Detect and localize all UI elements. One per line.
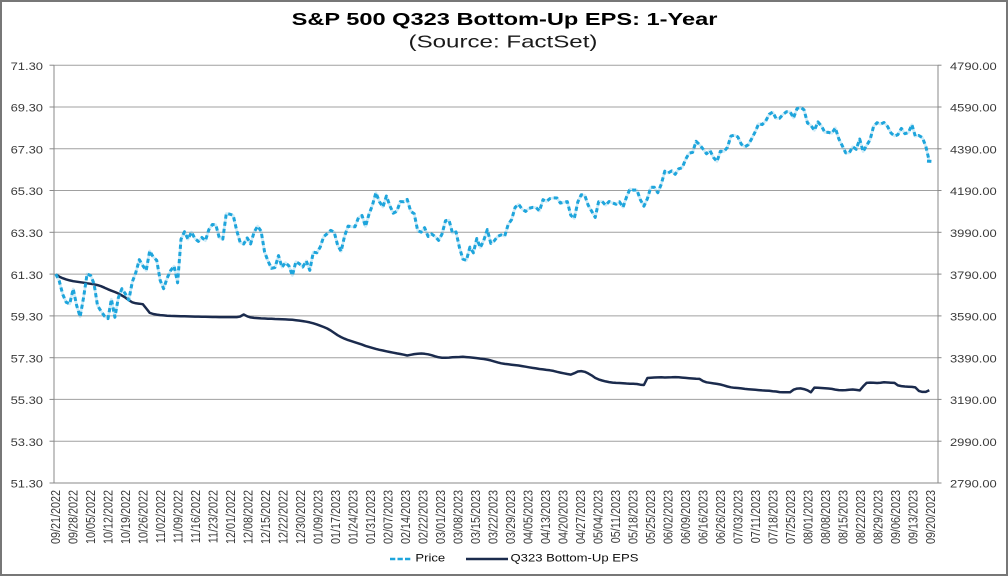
svg-text:06/16/2023: 06/16/2023 bbox=[695, 490, 710, 544]
svg-text:07/25/2023: 07/25/2023 bbox=[783, 490, 798, 544]
svg-text:11/23/2022: 11/23/2022 bbox=[205, 490, 220, 543]
svg-text:59.30: 59.30 bbox=[11, 311, 44, 324]
svg-text:S&P 500 Q323 Bottom-Up EPS: 1-: S&P 500 Q323 Bottom-Up EPS: 1-Year bbox=[292, 10, 718, 29]
svg-text:04/27/2023: 04/27/2023 bbox=[573, 490, 588, 544]
svg-text:04/13/2023: 04/13/2023 bbox=[538, 490, 553, 544]
svg-text:02/07/2023: 02/07/2023 bbox=[380, 490, 395, 544]
svg-text:05/04/2023: 05/04/2023 bbox=[590, 490, 605, 544]
svg-text:04/20/2023: 04/20/2023 bbox=[555, 490, 570, 544]
svg-text:4790.00: 4790.00 bbox=[950, 60, 997, 73]
svg-text:65.30: 65.30 bbox=[11, 185, 44, 198]
svg-text:01/31/2023: 01/31/2023 bbox=[363, 490, 378, 544]
svg-text:03/15/2023: 03/15/2023 bbox=[468, 490, 483, 544]
svg-text:55.30: 55.30 bbox=[11, 394, 44, 407]
svg-text:07/03/2023: 07/03/2023 bbox=[730, 490, 745, 544]
svg-text:71.30: 71.30 bbox=[11, 60, 44, 73]
svg-text:3390.00: 3390.00 bbox=[950, 352, 997, 365]
svg-text:67.30: 67.30 bbox=[11, 144, 44, 157]
svg-text:05/11/2023: 05/11/2023 bbox=[608, 490, 623, 543]
svg-text:12/01/2022: 12/01/2022 bbox=[223, 490, 238, 544]
svg-text:12/15/2022: 12/15/2022 bbox=[258, 490, 273, 544]
svg-text:04/05/2023: 04/05/2023 bbox=[520, 490, 535, 544]
svg-text:10/12/2022: 10/12/2022 bbox=[100, 490, 115, 544]
svg-text:3590.00: 3590.00 bbox=[950, 311, 997, 324]
svg-text:09/20/2023: 09/20/2023 bbox=[923, 490, 938, 544]
svg-text:06/09/2023: 06/09/2023 bbox=[678, 490, 693, 544]
svg-text:09/06/2023: 09/06/2023 bbox=[888, 490, 903, 544]
svg-text:4390.00: 4390.00 bbox=[950, 144, 997, 157]
svg-text:05/18/2023: 05/18/2023 bbox=[625, 490, 640, 544]
svg-text:12/30/2022: 12/30/2022 bbox=[293, 490, 308, 544]
svg-text:01/17/2023: 01/17/2023 bbox=[328, 490, 343, 544]
svg-text:4190.00: 4190.00 bbox=[950, 185, 997, 198]
svg-text:03/22/2023: 03/22/2023 bbox=[485, 490, 500, 544]
svg-text:08/01/2023: 08/01/2023 bbox=[800, 490, 815, 544]
svg-text:02/22/2023: 02/22/2023 bbox=[415, 490, 430, 544]
svg-text:03/01/2023: 03/01/2023 bbox=[433, 490, 448, 544]
svg-text:12/22/2022: 12/22/2022 bbox=[275, 490, 290, 544]
svg-text:02/14/2023: 02/14/2023 bbox=[398, 490, 413, 544]
svg-text:53.30: 53.30 bbox=[11, 436, 44, 449]
svg-text:07/11/2023: 07/11/2023 bbox=[748, 490, 763, 543]
svg-text:03/29/2023: 03/29/2023 bbox=[503, 490, 518, 544]
svg-text:10/05/2022: 10/05/2022 bbox=[83, 490, 98, 544]
svg-text:2990.00: 2990.00 bbox=[950, 436, 997, 449]
svg-text:3990.00: 3990.00 bbox=[950, 227, 997, 240]
svg-text:06/02/2023: 06/02/2023 bbox=[660, 490, 675, 544]
svg-text:08/22/2023: 08/22/2023 bbox=[853, 490, 868, 544]
svg-text:06/26/2023: 06/26/2023 bbox=[713, 490, 728, 544]
svg-text:09/28/2022: 09/28/2022 bbox=[65, 490, 80, 544]
svg-text:(Source: FactSet): (Source: FactSet) bbox=[409, 31, 598, 51]
svg-text:51.30: 51.30 bbox=[11, 478, 44, 491]
svg-text:57.30: 57.30 bbox=[11, 352, 44, 365]
svg-text:61.30: 61.30 bbox=[11, 269, 44, 282]
svg-text:63.30: 63.30 bbox=[11, 227, 44, 240]
svg-text:3790.00: 3790.00 bbox=[950, 269, 997, 282]
svg-text:2790.00: 2790.00 bbox=[950, 478, 997, 491]
svg-text:01/24/2023: 01/24/2023 bbox=[345, 490, 360, 544]
svg-text:08/29/2023: 08/29/2023 bbox=[870, 490, 885, 544]
svg-text:05/25/2023: 05/25/2023 bbox=[643, 490, 658, 544]
svg-text:11/16/2022: 11/16/2022 bbox=[188, 490, 203, 543]
svg-text:3190.00: 3190.00 bbox=[950, 394, 997, 407]
svg-text:10/19/2022: 10/19/2022 bbox=[118, 490, 133, 544]
svg-text:01/09/2023: 01/09/2023 bbox=[310, 490, 325, 544]
svg-text:Q323 Bottom-Up EPS: Q323 Bottom-Up EPS bbox=[510, 551, 638, 564]
svg-text:03/08/2023: 03/08/2023 bbox=[450, 490, 465, 544]
svg-text:4590.00: 4590.00 bbox=[950, 102, 997, 115]
svg-text:08/15/2023: 08/15/2023 bbox=[835, 490, 850, 544]
svg-text:07/18/2023: 07/18/2023 bbox=[765, 490, 780, 544]
svg-text:69.30: 69.30 bbox=[11, 102, 44, 115]
svg-text:09/13/2023: 09/13/2023 bbox=[905, 490, 920, 544]
svg-text:08/08/2023: 08/08/2023 bbox=[818, 490, 833, 544]
svg-text:10/26/2022: 10/26/2022 bbox=[135, 490, 150, 544]
svg-text:09/21/2022: 09/21/2022 bbox=[48, 490, 63, 544]
svg-text:11/09/2022: 11/09/2022 bbox=[170, 490, 185, 543]
svg-text:12/08/2022: 12/08/2022 bbox=[240, 490, 255, 544]
svg-text:11/02/2022: 11/02/2022 bbox=[153, 490, 168, 543]
svg-text:Price: Price bbox=[415, 551, 445, 564]
